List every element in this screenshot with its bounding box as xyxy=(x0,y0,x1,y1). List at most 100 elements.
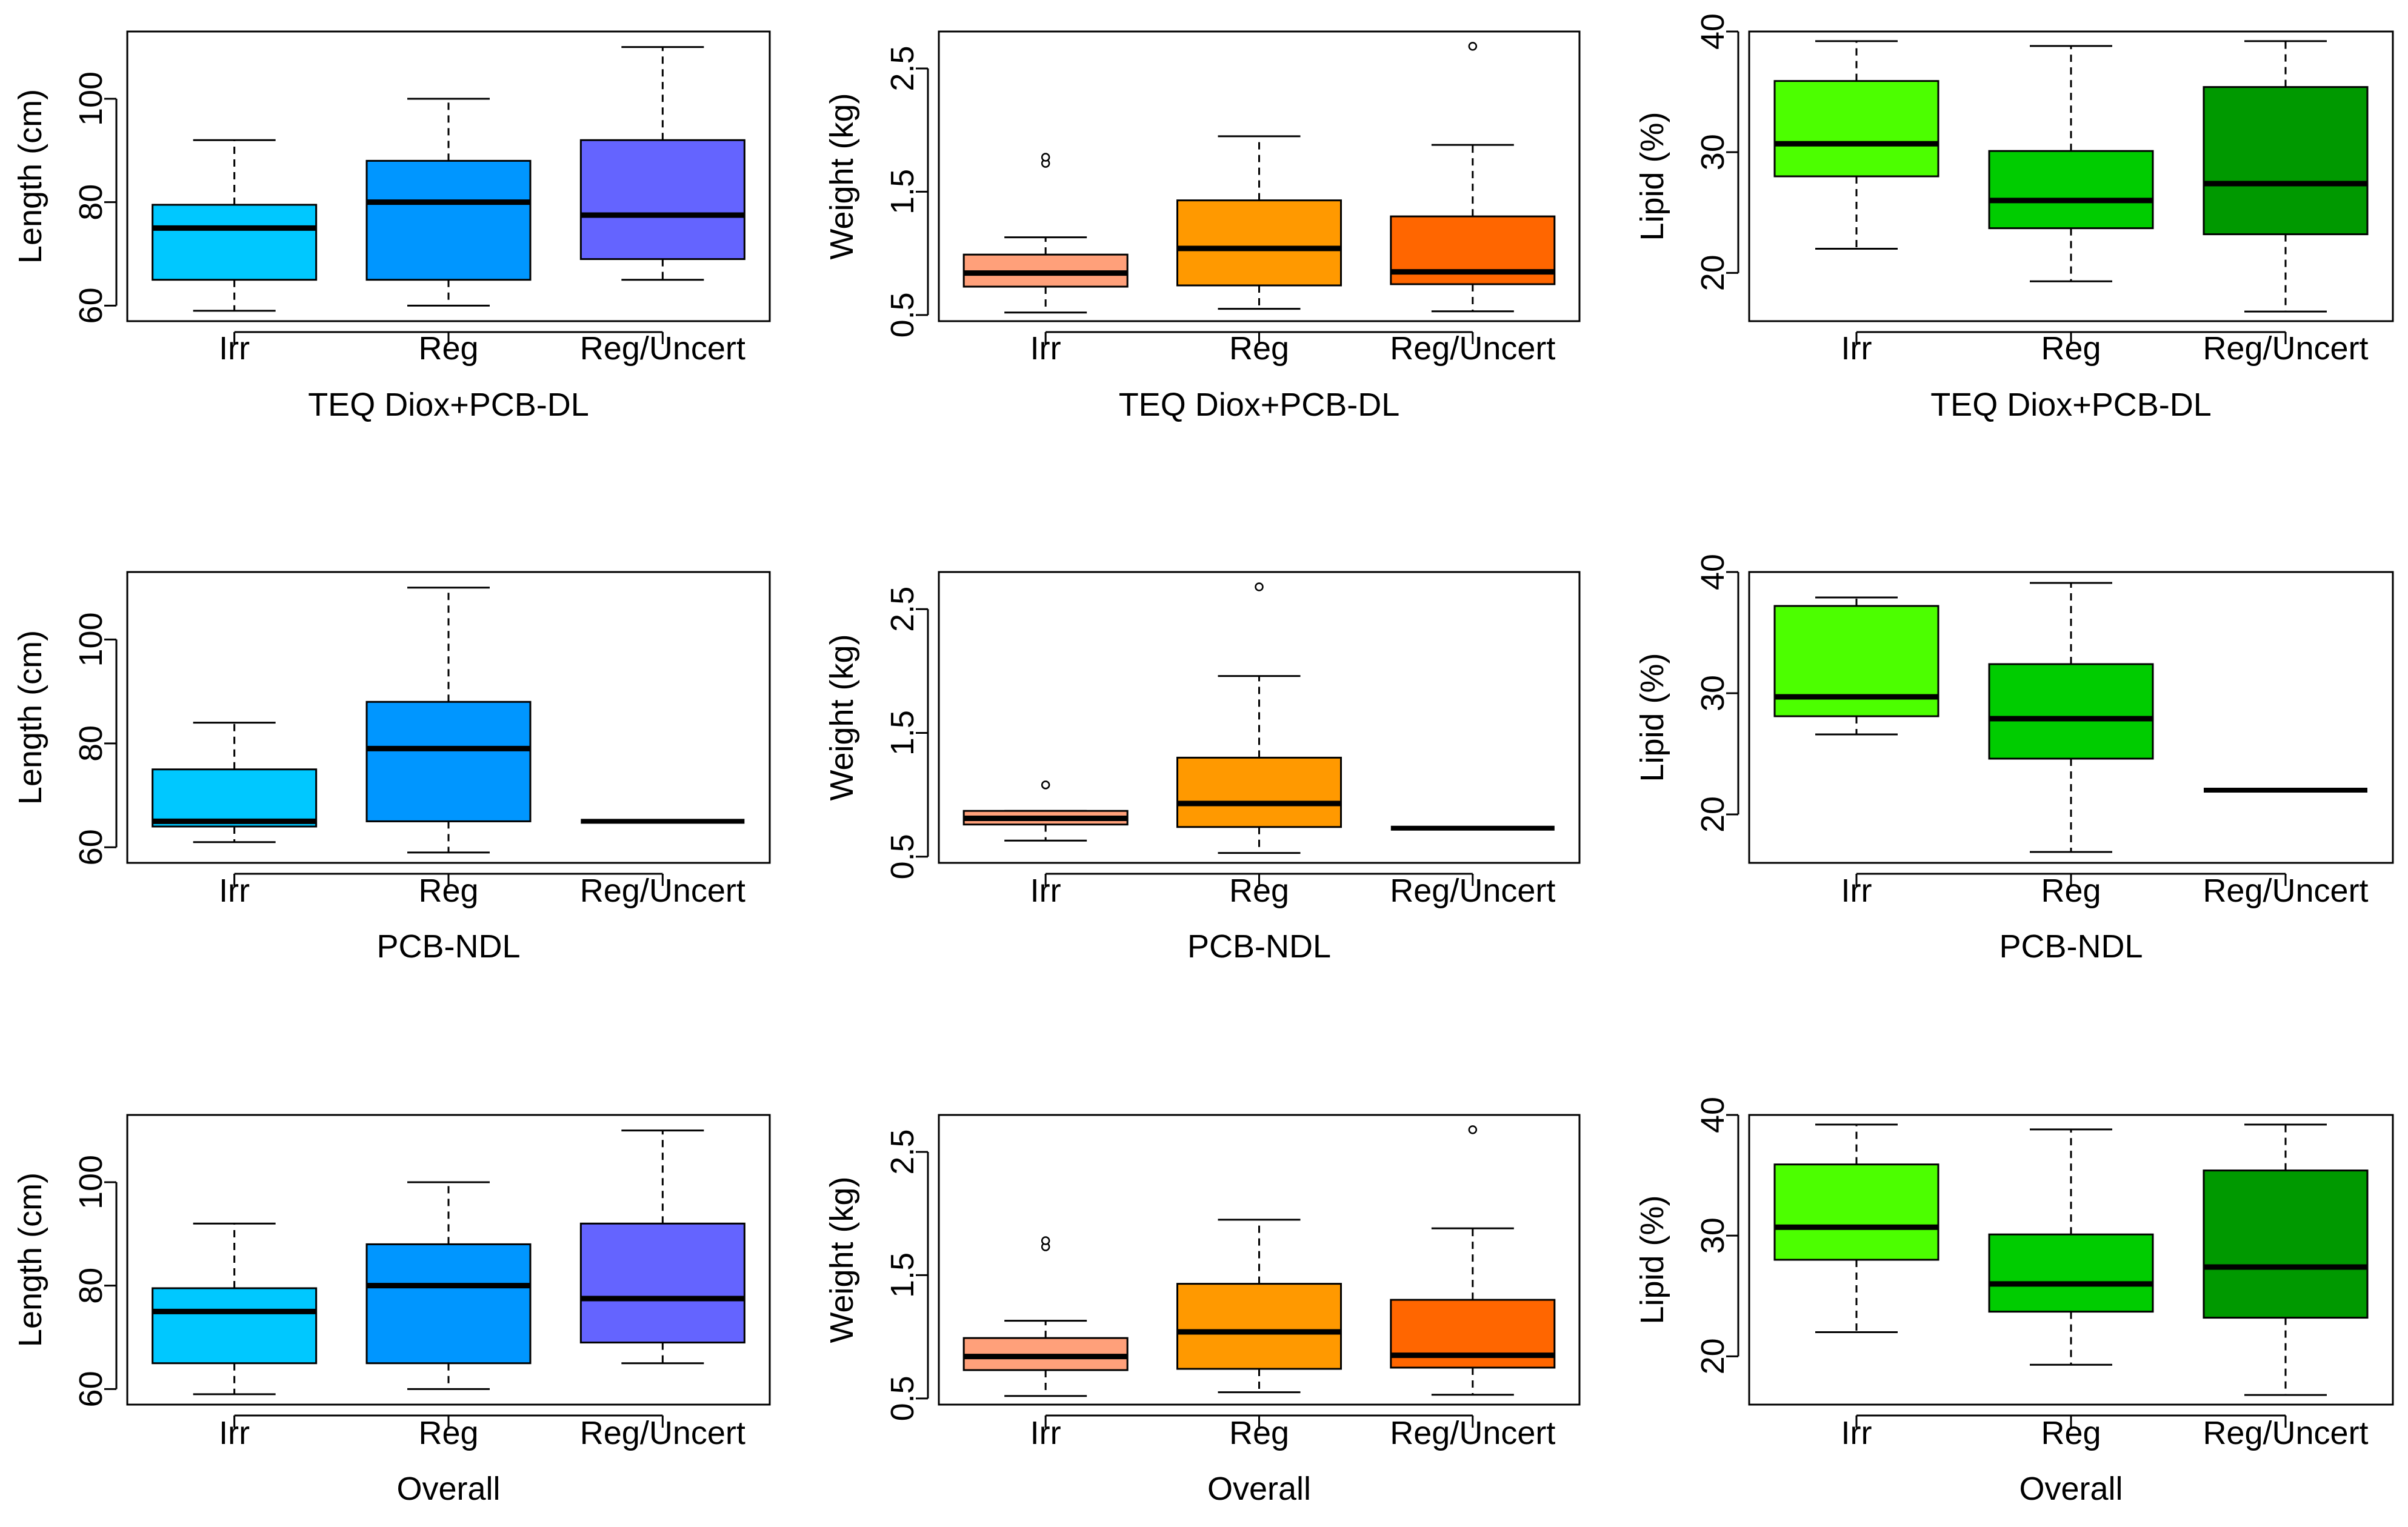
x-tick-label: Irr xyxy=(1841,873,1872,909)
box-reg xyxy=(1176,1219,1342,1394)
y-tick-label: 0.5 xyxy=(884,1376,921,1421)
box-reg-uncert xyxy=(579,46,745,281)
box-reg xyxy=(1176,582,1342,854)
iqr-box xyxy=(1176,1283,1342,1370)
iqr-box xyxy=(152,1287,318,1365)
y-axis-label: Lipid (%) xyxy=(1634,111,1670,241)
box-irr xyxy=(152,722,318,843)
y-tick-label: 20 xyxy=(1695,1338,1731,1374)
x-tick-label: Reg/Uncert xyxy=(580,330,745,367)
y-tick-label: 2.5 xyxy=(884,45,921,91)
panel-r2-c0: 60 80 100 Length (cm) Irr Reg Reg/Uncert Overal… xyxy=(12,1114,771,1507)
x-tick-label: Irr xyxy=(1030,330,1061,367)
y-tick-label: 30 xyxy=(1695,1217,1731,1254)
plot-frame xyxy=(126,1114,771,1406)
panel-r2-c2: 20 30 40 Lipid (%) Irr Reg Reg/Uncert Overall xyxy=(1634,1097,2394,1507)
iqr-box xyxy=(1773,80,1939,178)
x-tick-label: Reg xyxy=(1229,330,1289,367)
x-axis-label: Overall xyxy=(396,1471,500,1507)
outlier-point xyxy=(1041,1236,1050,1245)
panel-r2-c1: 0.5 1.5 2.5 Weight (kg) Irr Reg Reg/Uncert Over… xyxy=(824,1114,1581,1507)
box-irr xyxy=(152,139,318,312)
x-tick-label: Reg xyxy=(1229,1415,1289,1451)
y-axis-label: Weight (kg) xyxy=(824,1176,860,1343)
box-reg-uncert xyxy=(579,1129,745,1365)
x-tick-label: Reg/Uncert xyxy=(580,873,745,909)
box-reg xyxy=(365,98,532,307)
iqr-box xyxy=(579,1222,745,1344)
y-tick-label: 1.5 xyxy=(884,1253,921,1298)
box-reg xyxy=(1988,1128,2154,1366)
x-axis-label: PCB-NDL xyxy=(1999,928,2143,965)
y-tick-label: 20 xyxy=(1695,254,1731,291)
y-tick-label: 30 xyxy=(1695,134,1731,170)
outlier-point xyxy=(1255,582,1264,591)
y-tick-label: 100 xyxy=(73,72,109,126)
outlier-point xyxy=(1468,42,1478,51)
box-irr xyxy=(962,1236,1129,1397)
box-reg-uncert xyxy=(2203,1123,2369,1396)
y-tick-label: 40 xyxy=(1695,13,1731,50)
plot-frame xyxy=(126,571,771,864)
iqr-box xyxy=(2203,86,2369,236)
x-tick-label: Reg/Uncert xyxy=(2203,330,2368,367)
x-tick-label: Reg xyxy=(418,873,478,909)
box-irr xyxy=(1773,596,1939,736)
y-tick-label: 80 xyxy=(73,725,109,762)
x-axis-label: PCB-NDL xyxy=(1187,928,1331,965)
iqr-box xyxy=(1988,663,2154,760)
x-tick-label: Irr xyxy=(1841,1415,1872,1451)
box-reg xyxy=(365,587,532,854)
y-tick-label: 60 xyxy=(73,829,109,865)
y-tick-label: 80 xyxy=(73,1268,109,1304)
y-tick-label: 60 xyxy=(73,1371,109,1407)
plot-frame xyxy=(1748,571,2394,864)
iqr-box xyxy=(1176,756,1342,828)
x-axis-label: Overall xyxy=(2019,1471,2123,1507)
x-tick-label: Reg xyxy=(418,330,478,367)
box-reg xyxy=(365,1181,532,1390)
x-tick-label: Irr xyxy=(219,873,250,909)
iqr-box xyxy=(365,700,532,822)
panel-r1-c0: 60 80 100 Length (cm) Irr Reg Reg/Uncert PCB-ND… xyxy=(12,571,771,965)
y-axis-label: Lipid (%) xyxy=(1634,653,1670,782)
y-tick-label: 1.5 xyxy=(884,169,921,215)
y-axis-label: Weight (kg) xyxy=(824,93,860,259)
y-axis-label: Length (cm) xyxy=(12,89,48,264)
x-tick-label: Irr xyxy=(219,330,250,367)
y-tick-label: 80 xyxy=(73,184,109,221)
y-tick-label: 2.5 xyxy=(884,1129,921,1174)
y-tick-label: 60 xyxy=(73,287,109,324)
y-tick-label: 0.5 xyxy=(884,834,921,879)
x-tick-label: Reg xyxy=(418,1415,478,1451)
iqr-box xyxy=(1773,605,1939,717)
iqr-box xyxy=(152,204,318,281)
x-tick-label: Reg xyxy=(2041,1415,2101,1451)
x-tick-label: Irr xyxy=(1030,1415,1061,1451)
iqr-box xyxy=(1773,1163,1939,1261)
x-tick-label: Reg/Uncert xyxy=(1390,873,1555,909)
y-tick-label: 1.5 xyxy=(884,710,921,756)
panel-r1-c1: 0.5 1.5 2.5 Weight (kg) Irr Reg Reg/Uncert PCB-… xyxy=(824,571,1581,965)
x-tick-label: Reg/Uncert xyxy=(1390,330,1555,367)
iqr-box xyxy=(1988,1233,2154,1313)
panel-r0-c0: 60 80 100 Length (cm) Irr Reg Reg/Uncert TEQ Di… xyxy=(12,30,771,423)
outlier-point xyxy=(1468,1125,1478,1134)
panel-r1-c2: 20 30 40 Lipid (%) Irr Reg Reg/Uncert PCB-NDL xyxy=(1634,554,2394,965)
x-tick-label: Reg xyxy=(2041,330,2101,367)
y-tick-label: 40 xyxy=(1695,1097,1731,1133)
plot-frame xyxy=(126,30,771,322)
y-axis-label: Lipid (%) xyxy=(1634,1195,1670,1324)
x-tick-label: Reg xyxy=(2041,873,2101,909)
panel-r0-c1: 0.5 1.5 2.5 Weight (kg) Irr Reg Reg/Uncert TEQ … xyxy=(824,30,1581,423)
y-axis-label: Length (cm) xyxy=(12,630,48,805)
x-tick-label: Reg/Uncert xyxy=(2203,1415,2368,1451)
box-irr xyxy=(962,153,1129,314)
y-tick-label: 2.5 xyxy=(884,587,921,632)
box-reg-uncert xyxy=(1390,42,1556,313)
box-reg xyxy=(1988,582,2154,853)
iqr-box xyxy=(1176,199,1342,287)
iqr-box xyxy=(152,768,318,828)
iqr-box xyxy=(2203,1169,2369,1319)
